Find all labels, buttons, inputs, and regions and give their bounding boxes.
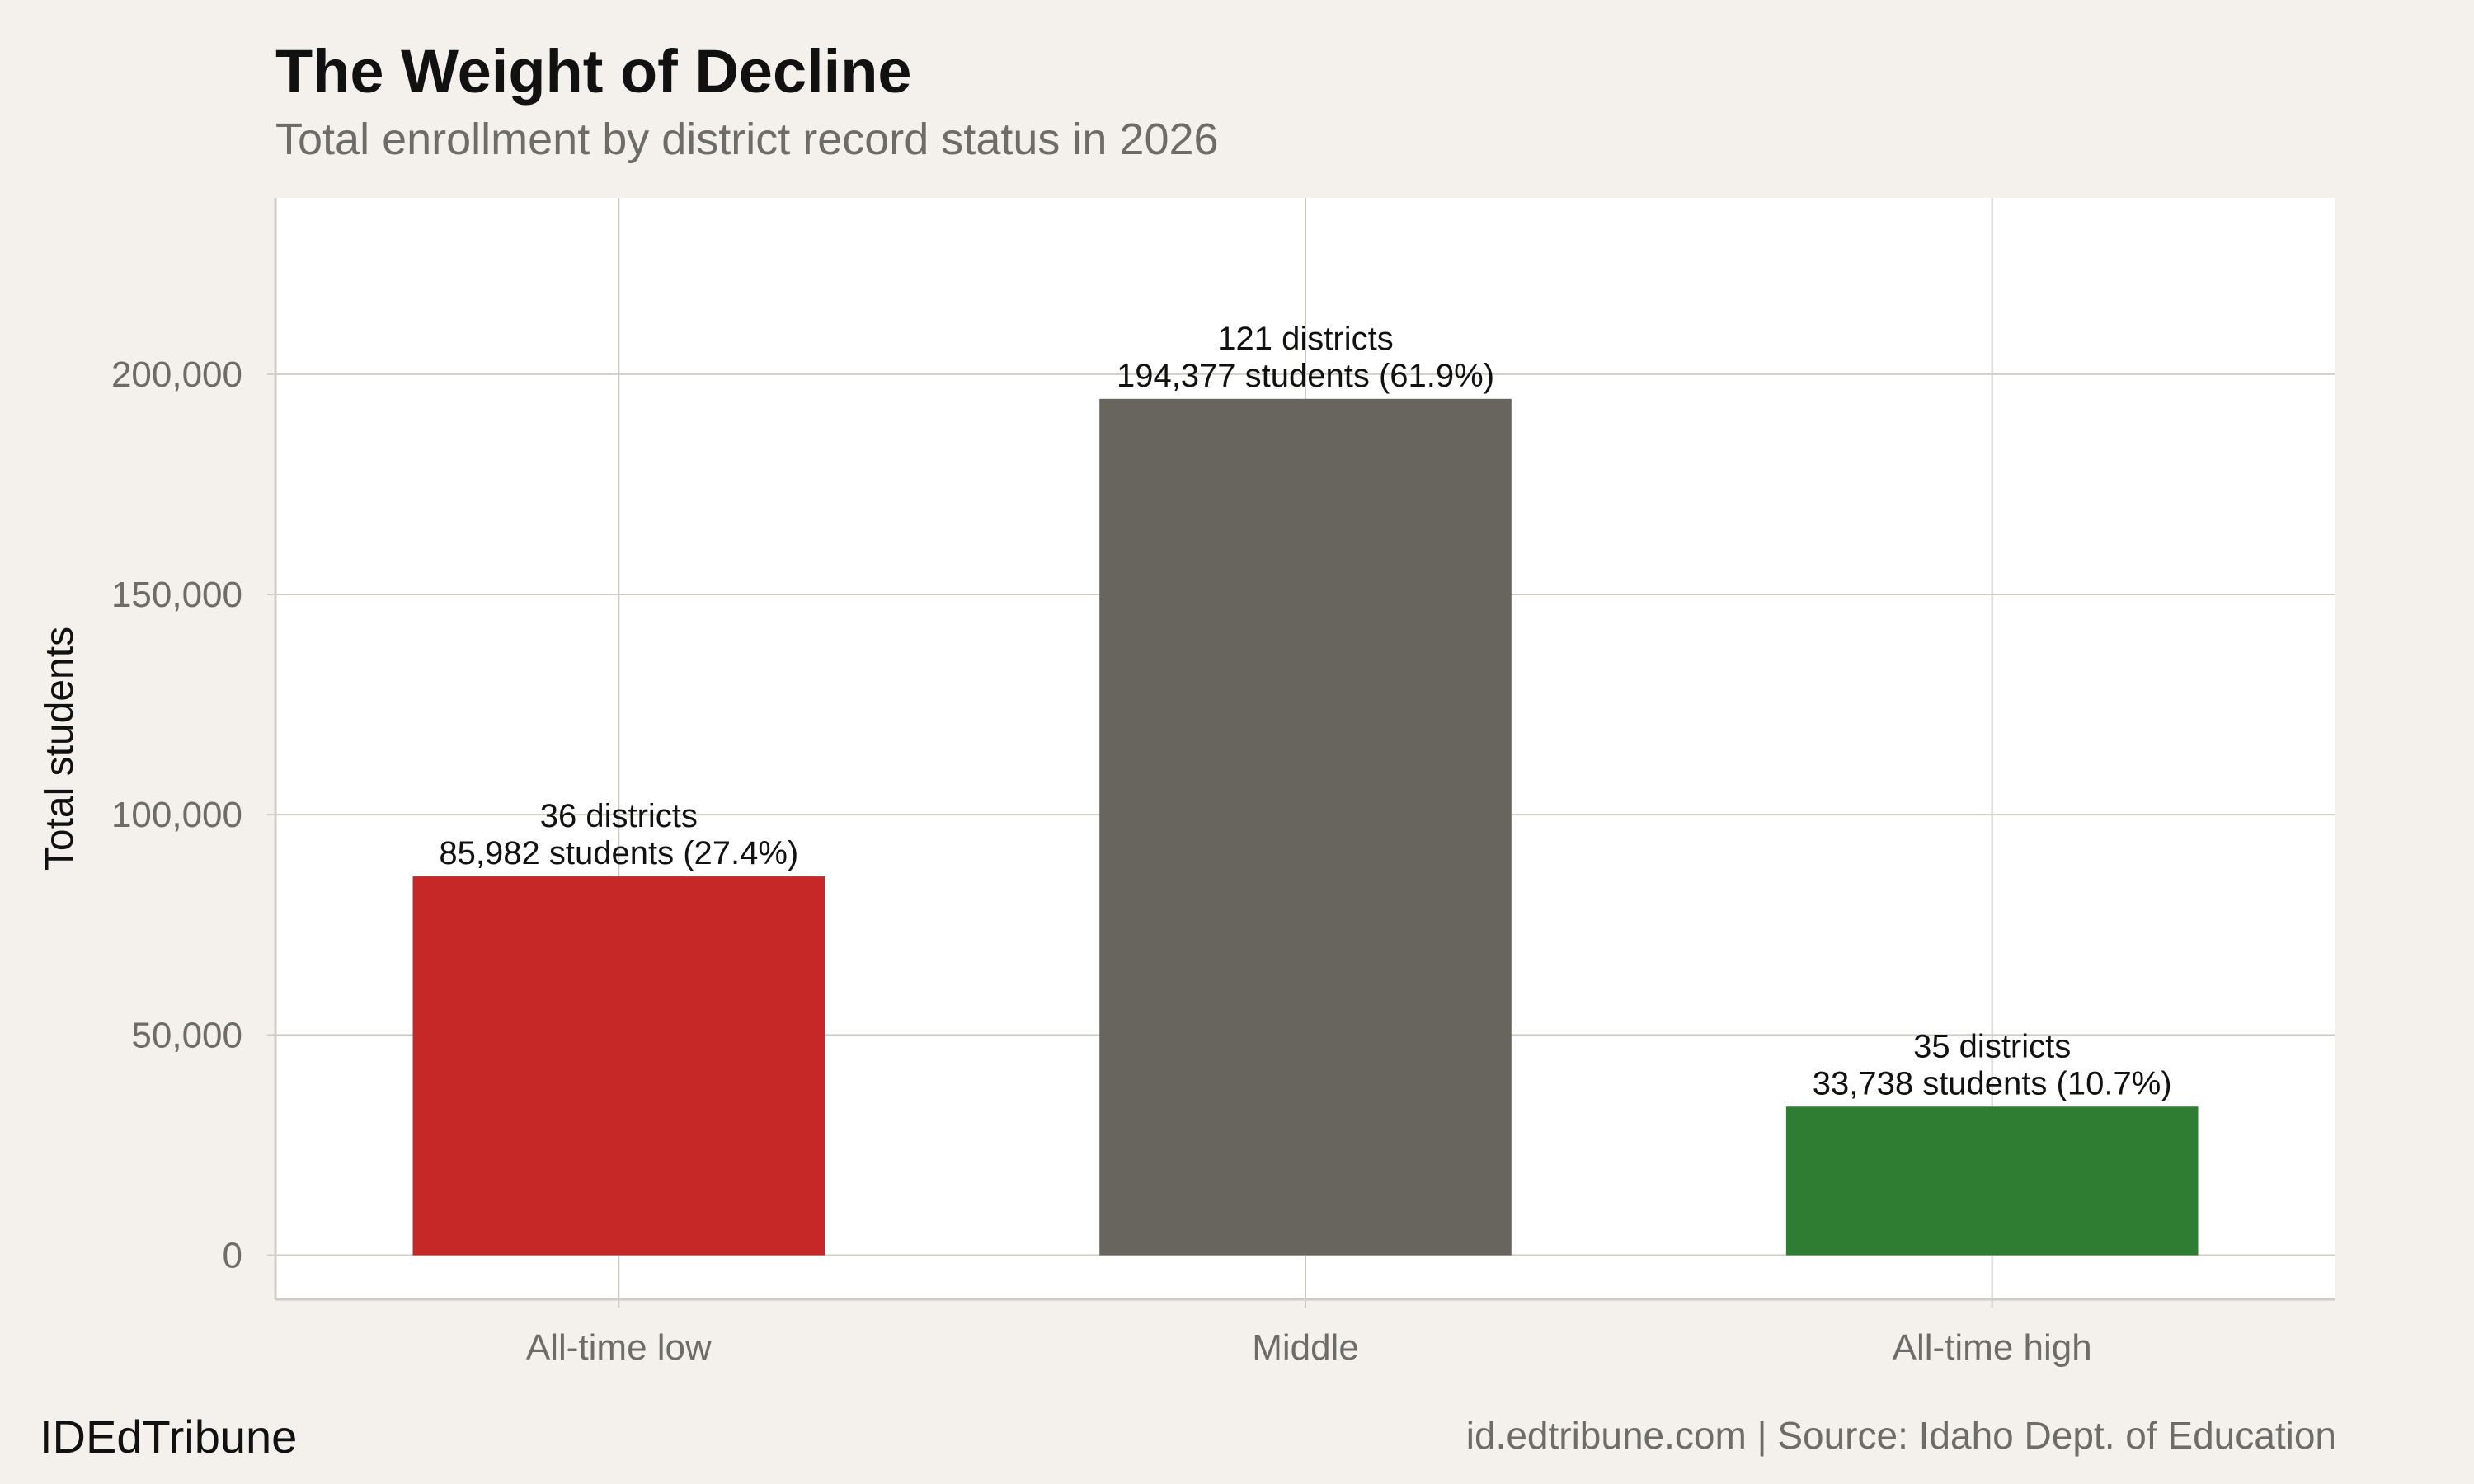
bar-label-students: 85,982 students (27.4%) [439,835,798,871]
bar-label-districts: 36 districts [540,798,698,834]
bar-label-students: 33,738 students (10.7%) [1813,1065,2172,1101]
chart-title: The Weight of Decline [275,37,912,106]
bar-all-time-low [412,876,825,1256]
source-note: id.edtribune.com | Source: Idaho Dept. o… [1465,1414,2336,1457]
y-tick-label: 0 [223,1236,242,1276]
y-tick-label: 150,000 [111,575,242,615]
bar-label-students: 194,377 students (61.9%) [1117,358,1494,394]
bar-label-districts: 35 districts [1913,1028,2071,1064]
y-tick-label: 100,000 [111,795,242,835]
brand-label: IDEdTribune [40,1411,298,1463]
y-tick-label: 200,000 [111,355,242,395]
y-tick-label: 50,000 [131,1015,242,1055]
x-tick-label: Middle [1252,1327,1359,1368]
bar-middle [1099,398,1512,1256]
y-axis-title: Total students [38,627,82,871]
bar-label-districts: 121 districts [1217,321,1393,357]
x-tick-label: All-time high [1893,1327,2092,1368]
chart-subtitle: Total enrollment by district record stat… [275,115,1219,164]
bar-all-time-high [1785,1106,2199,1256]
x-tick-label: All-time low [526,1327,712,1368]
